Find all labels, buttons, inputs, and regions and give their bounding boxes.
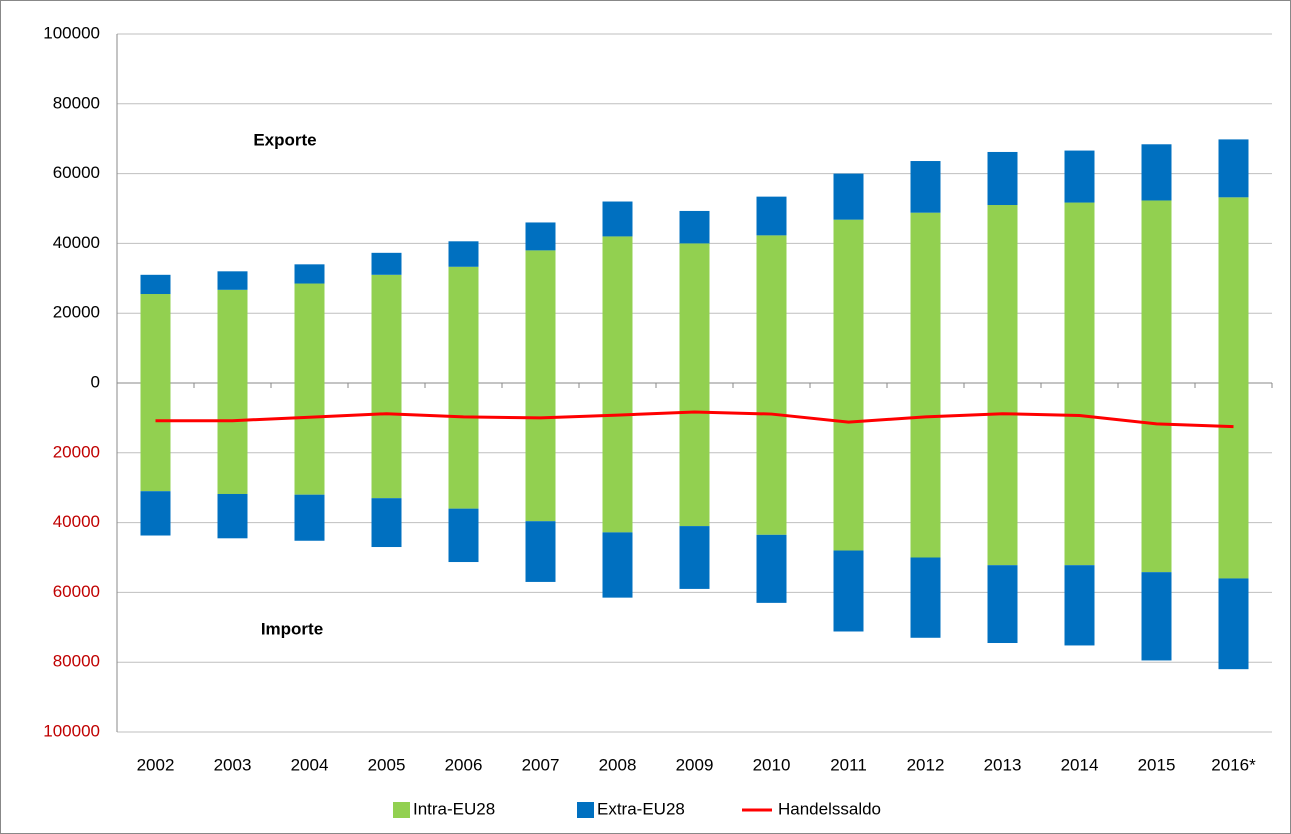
bar-segment <box>756 196 787 236</box>
x-tick-label: 2005 <box>368 755 406 774</box>
legend-label: Intra-EU28 <box>413 799 495 818</box>
bar-segment <box>679 210 710 244</box>
bar-segment <box>1141 572 1172 661</box>
bar-segment <box>448 241 479 267</box>
bar-segment <box>217 271 248 290</box>
bar-segment <box>294 383 325 495</box>
bar-segment <box>371 274 402 383</box>
x-tick-label: 2014 <box>1061 755 1099 774</box>
bar-segment <box>371 383 402 499</box>
bar-segment <box>140 294 171 383</box>
bar-segment <box>525 222 556 251</box>
y-tick-label: 80000 <box>53 93 100 112</box>
x-tick-label: 2002 <box>137 755 175 774</box>
legend-swatch <box>393 802 410 818</box>
y-tick-label: 60000 <box>53 582 100 601</box>
bar-segment <box>1218 383 1249 579</box>
bar-segment <box>140 491 171 536</box>
y-tick-label: 80000 <box>53 652 100 671</box>
bar-segment <box>1141 200 1172 383</box>
x-tick-label: 2009 <box>676 755 714 774</box>
bar-segment <box>833 383 864 551</box>
annotation: Importe <box>261 619 323 638</box>
legend-swatch <box>577 802 594 818</box>
bar-segment <box>525 250 556 383</box>
bar-segment <box>910 383 941 558</box>
bar-segment <box>987 151 1018 206</box>
y-tick-label: 40000 <box>53 512 100 531</box>
bar-segment <box>217 383 248 494</box>
bar-segment <box>371 498 402 548</box>
bar-segment <box>602 383 633 533</box>
bar-segment <box>448 508 479 563</box>
y-tick-label: 20000 <box>53 442 100 461</box>
bar-segment <box>756 534 787 603</box>
bar-segment <box>1218 139 1249 198</box>
bar-segment <box>294 264 325 284</box>
bar-segment <box>217 493 248 539</box>
bar-segment <box>910 212 941 383</box>
line-series <box>155 410 1234 429</box>
bar-segment <box>756 235 787 383</box>
bar-segment <box>1218 197 1249 383</box>
bar-segment <box>294 283 325 383</box>
bar-segment <box>1141 383 1172 573</box>
bar-segment <box>833 550 864 632</box>
x-tick-label: 2010 <box>753 755 791 774</box>
x-tick-label: 2016* <box>1211 755 1256 774</box>
bar-segment <box>987 565 1018 644</box>
x-tick-label: 2015 <box>1138 755 1176 774</box>
x-tick-label: 2012 <box>907 755 945 774</box>
bar-segment <box>525 383 556 522</box>
x-tick-label: 2006 <box>445 755 483 774</box>
x-tick-label: 2003 <box>214 755 252 774</box>
x-tick-label: 2011 <box>830 755 867 774</box>
bar-segment <box>294 494 325 541</box>
bar-segment <box>833 173 864 220</box>
bar-segment <box>1218 578 1249 670</box>
bar-segment <box>679 526 710 589</box>
legend-label: Handelssaldo <box>778 799 881 818</box>
y-tick-label: 60000 <box>53 163 100 182</box>
bar-segment <box>910 161 941 213</box>
bar-segment <box>679 243 710 383</box>
legend-label: Extra-EU28 <box>597 799 685 818</box>
y-tick-label: 100000 <box>43 721 100 740</box>
y-tick-label: 100000 <box>43 23 100 42</box>
bar-segment <box>140 383 171 492</box>
bar-segment <box>140 274 171 295</box>
y-tick-label: 40000 <box>53 233 100 252</box>
bar-segment <box>987 205 1018 383</box>
bar-segment <box>910 557 941 638</box>
bar-segment <box>602 201 633 237</box>
x-tick-label: 2007 <box>522 755 560 774</box>
bar-segment <box>217 289 248 383</box>
bar-segment <box>756 383 787 535</box>
bar-segment <box>833 219 864 383</box>
bar-segment <box>525 521 556 582</box>
bar-segment <box>602 236 633 383</box>
x-tick-label: 2008 <box>599 755 637 774</box>
y-tick-label: 0 <box>91 372 100 391</box>
bar-segment <box>987 383 1018 566</box>
bar-segment <box>1064 565 1095 646</box>
x-tick-label: 2013 <box>984 755 1022 774</box>
bar-segment <box>371 252 402 275</box>
y-tick-label: 20000 <box>53 303 100 322</box>
bar-segment <box>602 532 633 598</box>
bar-segment <box>1064 383 1095 566</box>
bar-segment <box>1064 150 1095 203</box>
bar-segment <box>1064 202 1095 383</box>
annotation: Exporte <box>253 130 316 149</box>
bar-segment <box>448 383 479 509</box>
bar-segment <box>448 266 479 383</box>
bar-segment <box>679 383 710 527</box>
bar-segment <box>1141 144 1172 201</box>
x-tick-label: 2004 <box>291 755 329 774</box>
